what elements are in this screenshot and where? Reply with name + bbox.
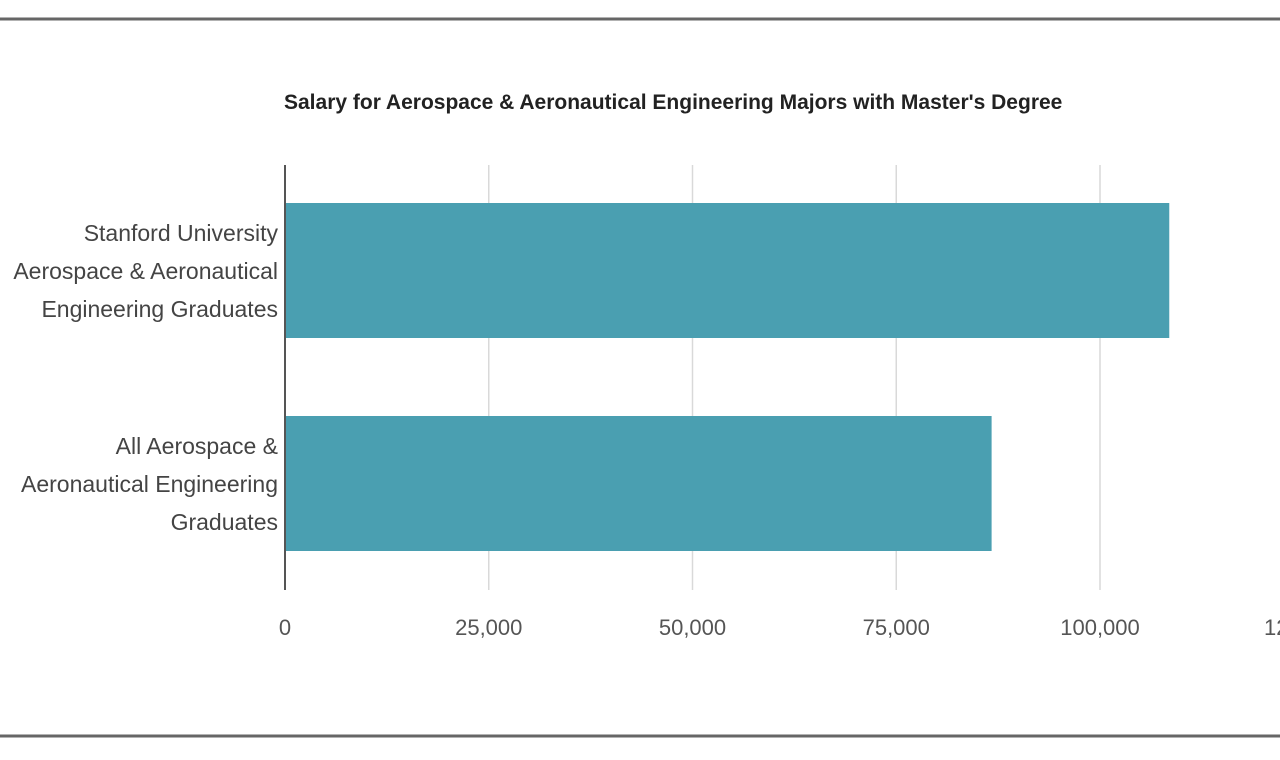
x-tick-label: 100,000 xyxy=(1060,615,1140,640)
category-label: Engineering Graduates xyxy=(41,296,278,322)
x-tick-label: 25,000 xyxy=(455,615,522,640)
x-tick-label: 0 xyxy=(279,615,291,640)
x-tick-label: 50,000 xyxy=(659,615,726,640)
category-label: All Aerospace & xyxy=(116,433,278,459)
category-label: Aeronautical Engineering xyxy=(21,471,278,497)
category-label: Stanford University xyxy=(84,220,279,246)
category-label: Graduates xyxy=(171,509,278,535)
x-tick-label: 125,000 xyxy=(1264,615,1280,640)
chart-title: Salary for Aerospace & Aeronautical Engi… xyxy=(284,91,1062,114)
x-tick-label: 75,000 xyxy=(863,615,930,640)
bar xyxy=(285,203,1170,338)
bar xyxy=(285,416,992,551)
category-label: Aerospace & Aeronautical xyxy=(13,258,278,284)
